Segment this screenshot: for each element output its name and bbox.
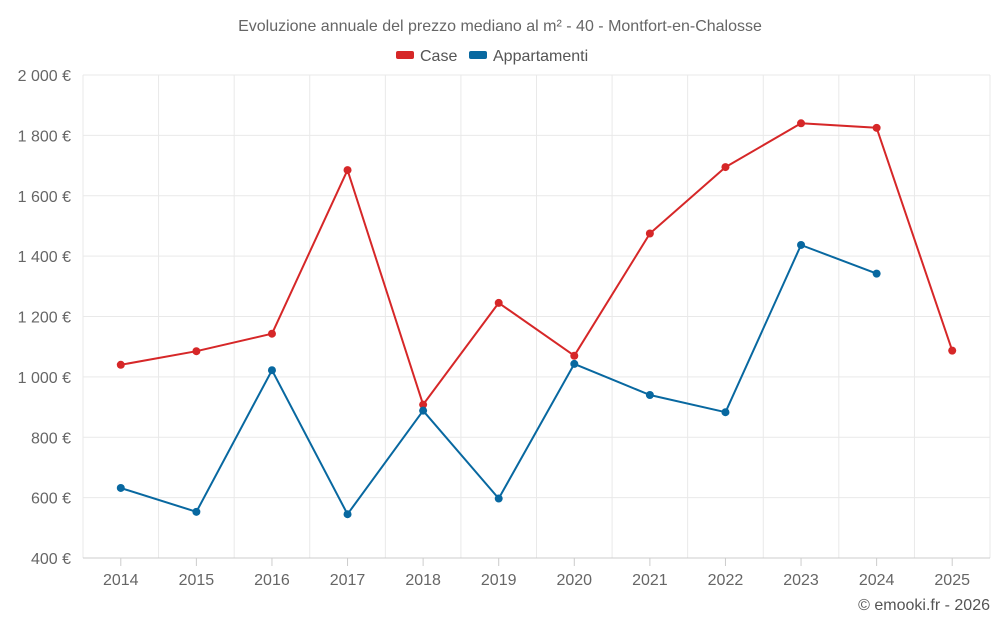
data-point-appartamenti-2021[interactable] bbox=[645, 390, 654, 399]
legend-label-case: Case bbox=[420, 48, 457, 65]
credit-text: © emooki.fr - 2026 bbox=[858, 597, 990, 614]
series-case bbox=[116, 119, 957, 409]
y-tick-label: 1 600 € bbox=[18, 189, 71, 206]
x-tick-label-2017: 2017 bbox=[330, 572, 366, 589]
data-point-appartamenti-2018[interactable] bbox=[419, 406, 428, 415]
x-tick-label-2022: 2022 bbox=[708, 572, 744, 589]
legend-item-case[interactable]: Case bbox=[396, 48, 457, 65]
data-point-case-2016[interactable] bbox=[267, 329, 276, 338]
legend-label-appartamenti: Appartamenti bbox=[493, 48, 588, 65]
x-tick-label-2023: 2023 bbox=[783, 572, 819, 589]
y-tick-label: 1 800 € bbox=[18, 128, 71, 145]
data-point-case-2021[interactable] bbox=[645, 229, 654, 238]
x-tick-label-2025: 2025 bbox=[934, 572, 970, 589]
data-point-case-2015[interactable] bbox=[192, 347, 201, 356]
data-point-case-2023[interactable] bbox=[797, 119, 806, 128]
data-point-appartamenti-2023[interactable] bbox=[797, 240, 806, 249]
x-tick-label-2015: 2015 bbox=[179, 572, 215, 589]
data-point-case-2020[interactable] bbox=[570, 351, 579, 360]
y-tick-label: 400 € bbox=[31, 551, 71, 568]
legend-swatch-case bbox=[396, 51, 414, 59]
y-tick-label: 800 € bbox=[31, 430, 71, 447]
data-point-appartamenti-2014[interactable] bbox=[116, 483, 125, 492]
y-tick-label: 1 200 € bbox=[18, 310, 71, 327]
data-point-appartamenti-2020[interactable] bbox=[570, 359, 579, 368]
legend-item-appartamenti[interactable]: Appartamenti bbox=[469, 48, 588, 65]
data-point-case-2018[interactable] bbox=[419, 400, 428, 409]
x-tick-label-2020: 2020 bbox=[556, 572, 592, 589]
data-point-appartamenti-2016[interactable] bbox=[267, 366, 276, 375]
data-point-appartamenti-2022[interactable] bbox=[721, 408, 730, 417]
data-point-appartamenti-2017[interactable] bbox=[343, 510, 352, 519]
chart-title: Evoluzione annuale del prezzo mediano al… bbox=[238, 18, 762, 35]
series-appartamenti bbox=[116, 240, 881, 519]
x-tick-label-2019: 2019 bbox=[481, 572, 517, 589]
data-point-appartamenti-2019[interactable] bbox=[494, 494, 503, 503]
data-point-case-2022[interactable] bbox=[721, 163, 730, 172]
data-point-case-2025[interactable] bbox=[948, 346, 957, 355]
legend-swatch-appartamenti bbox=[469, 51, 487, 59]
data-point-appartamenti-2015[interactable] bbox=[192, 507, 201, 516]
grid bbox=[82, 74, 991, 559]
data-point-case-2024[interactable] bbox=[872, 123, 881, 132]
data-point-appartamenti-2024[interactable] bbox=[872, 269, 881, 278]
series-line-case bbox=[120, 122, 954, 406]
data-point-case-2014[interactable] bbox=[116, 360, 125, 369]
data-point-case-2017[interactable] bbox=[343, 166, 352, 175]
x-tick-label-2016: 2016 bbox=[254, 572, 290, 589]
x-tick-label-2014: 2014 bbox=[103, 572, 139, 589]
y-tick-label: 1 400 € bbox=[18, 249, 71, 266]
data-point-case-2019[interactable] bbox=[494, 298, 503, 307]
x-tick-label-2021: 2021 bbox=[632, 572, 668, 589]
y-tick-label: 600 € bbox=[31, 491, 71, 508]
series-layer bbox=[116, 119, 957, 519]
x-tick-label-2018: 2018 bbox=[405, 572, 441, 589]
x-tick-label-2024: 2024 bbox=[859, 572, 895, 589]
axes: 400 € 600 € 800 € 1 000 € 1 200 € 1 400 € 1 60… bbox=[18, 68, 990, 589]
legend: Case Appartamenti bbox=[396, 48, 588, 65]
y-tick-label: 2 000 € bbox=[18, 68, 71, 85]
y-tick-label: 1 000 € bbox=[18, 370, 71, 387]
